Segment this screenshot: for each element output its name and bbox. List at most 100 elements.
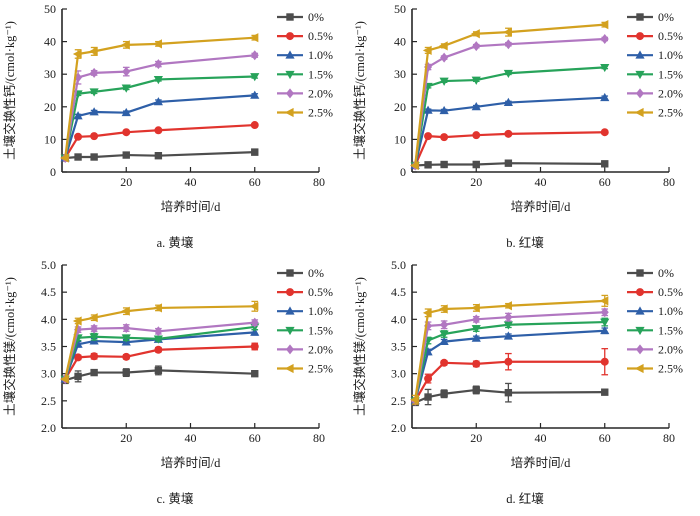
x-tick-label: 80 [313, 431, 325, 445]
subplot-d-caption: d. 红壤 [506, 492, 544, 506]
legend-label: 1.5% [308, 67, 333, 81]
marker-triangle-up-icon [600, 92, 610, 102]
marker-triangle-down-icon [635, 326, 645, 336]
marker-diamond-icon [600, 33, 609, 44]
x-tick-label: 80 [663, 431, 675, 445]
legend-label: 0.5% [658, 29, 683, 43]
marker-diamond-icon [90, 67, 99, 78]
marker-diamond-icon [504, 39, 513, 50]
marker-diamond-icon [600, 307, 609, 318]
legend-label: 0% [658, 266, 674, 280]
series-line [414, 311, 606, 402]
subplot-d: 20 40 60 80 2.0 2.5 3.0 3.5 4.0 4.5 5.0 培养时间/d 土壤交换性… [350, 256, 700, 512]
marker-triangle-up-icon [153, 97, 163, 106]
marker-triangle-down-icon [439, 330, 449, 339]
legend-label: 1.5% [658, 67, 683, 81]
marker-triangle-left-icon [60, 374, 69, 384]
series-line [414, 23, 606, 167]
marker-triangle-left-icon [88, 46, 98, 56]
marker-triangle-down-icon [471, 76, 481, 85]
legend-label: 2.0% [658, 86, 683, 100]
marker-square-icon [472, 386, 480, 394]
series-line [64, 345, 256, 381]
marker-diamond-icon [472, 314, 481, 325]
marker-triangle-down-icon [635, 70, 645, 80]
marker-triangle-left-icon [121, 306, 130, 316]
y-tick-label: 5.0 [391, 258, 406, 272]
chart-b-canvas: 20 40 60 80 0 10 20 30 40 50 培养时间/d 土壤交换性钙/(cmol·kg… [352, 2, 683, 214]
series-line [64, 321, 256, 381]
marker-circle-icon [286, 32, 294, 41]
y-tick-label: 3.5 [391, 340, 406, 354]
marker-square-icon [601, 160, 609, 168]
legend-label: 1.0% [658, 304, 683, 318]
marker-triangle-left-icon [634, 107, 644, 118]
marker-circle-icon [90, 132, 99, 141]
marker-triangle-left-icon [438, 304, 448, 314]
marker-diamond-icon [154, 326, 163, 337]
marker-triangle-down-icon [503, 321, 513, 330]
marker-circle-icon [472, 359, 481, 368]
marker-square-icon [90, 368, 98, 377]
marker-triangle-left-icon [503, 27, 512, 37]
y-tick-label: 20 [394, 100, 406, 114]
marker-circle-icon [250, 342, 259, 351]
marker-triangle-left-icon [249, 301, 259, 311]
marker-triangle-down-icon [600, 63, 610, 73]
marker-circle-icon [636, 288, 644, 297]
x-tick-label: 60 [249, 175, 261, 189]
x-tick-label: 40 [185, 175, 197, 189]
y-tick-label: 30 [394, 67, 406, 81]
marker-triangle-left-icon [422, 308, 432, 318]
marker-diamond-icon [472, 41, 481, 52]
marker-triangle-left-icon [88, 313, 98, 323]
x-tick-label: 40 [535, 175, 547, 189]
marker-circle-icon [504, 357, 513, 366]
marker-triangle-left-icon [410, 395, 419, 405]
y-tick-label: 4.0 [391, 312, 406, 326]
marker-triangle-left-icon [284, 363, 294, 374]
marker-triangle-left-icon [422, 45, 432, 56]
y-tick-label: 2.5 [391, 394, 406, 408]
marker-circle-icon [472, 131, 481, 140]
marker-square-icon [636, 269, 644, 277]
subplot-b-caption: b. 红壤 [506, 236, 544, 250]
marker-diamond-icon [440, 319, 449, 330]
subplot-b: 20 40 60 80 0 10 20 30 40 50 培养时间/d 土壤交换性钙/(cmol·kg… [350, 0, 700, 256]
chart-d-canvas: 20 40 60 80 2.0 2.5 3.0 3.5 4.0 4.5 5.0 培养时间/d 土壤交换性… [352, 258, 683, 470]
x-tick-label: 20 [120, 431, 132, 445]
marker-triangle-up-icon [285, 50, 295, 59]
y-tick-label: 3.0 [41, 367, 56, 381]
x-tick-label: 40 [185, 431, 197, 445]
x-axis-label: 培养时间/d [161, 199, 221, 214]
marker-triangle-left-icon [410, 160, 419, 171]
marker-triangle-down-icon [285, 326, 295, 336]
y-tick-label: 40 [394, 35, 406, 49]
x-tick-label: 60 [599, 175, 611, 189]
marker-triangle-left-icon [153, 303, 162, 313]
marker-triangle-up-icon [503, 97, 513, 106]
marker-square-icon [122, 368, 130, 377]
marker-triangle-down-icon [600, 318, 610, 327]
y-tick-label: 5.0 [41, 258, 56, 272]
marker-triangle-down-icon [153, 335, 163, 344]
marker-circle-icon [424, 132, 433, 141]
marker-triangle-down-icon [153, 76, 163, 85]
y-tick-label: 2.0 [41, 421, 56, 435]
marker-square-icon [154, 152, 163, 160]
series-line [64, 331, 256, 381]
marker-triangle-down-icon [121, 84, 131, 93]
legend-label: 2.0% [308, 86, 333, 100]
marker-triangle-down-icon [89, 333, 99, 342]
subplot-a-caption: a. 黄壤 [156, 236, 194, 250]
marker-triangle-down-icon [439, 77, 449, 86]
legend-label: 1.5% [308, 323, 333, 337]
marker-square-icon [601, 388, 609, 396]
marker-square-icon [251, 148, 259, 156]
marker-triangle-left-icon [153, 39, 162, 49]
legend-label: 0% [308, 10, 324, 24]
legend-label: 0.5% [308, 29, 333, 43]
legend-label: 1.0% [308, 304, 333, 318]
marker-triangle-up-icon [600, 325, 610, 335]
marker-triangle-up-icon [439, 336, 449, 346]
